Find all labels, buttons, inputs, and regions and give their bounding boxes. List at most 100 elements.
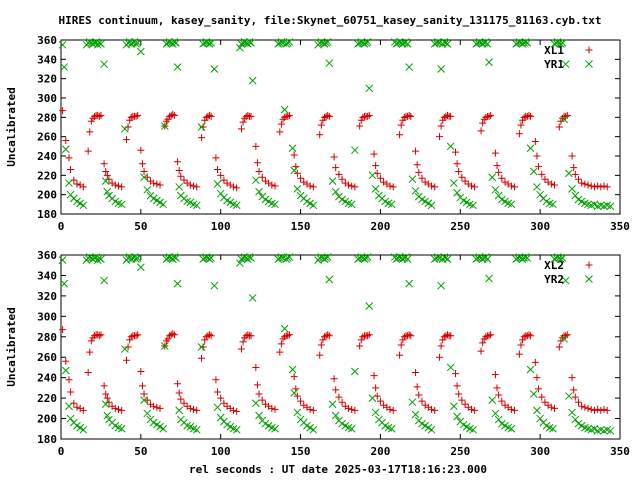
data-point bbox=[348, 405, 356, 413]
data-point bbox=[102, 167, 110, 175]
data-point bbox=[233, 407, 241, 415]
data-point bbox=[560, 334, 568, 343]
data-point bbox=[251, 399, 260, 408]
data-point bbox=[520, 333, 528, 341]
data-point bbox=[376, 397, 384, 405]
data-point bbox=[97, 331, 105, 339]
y-tick-label: 260 bbox=[37, 351, 57, 364]
data-point bbox=[578, 402, 586, 410]
data-point bbox=[59, 326, 67, 334]
data-point bbox=[386, 405, 394, 413]
data-point bbox=[413, 383, 421, 391]
data-point bbox=[84, 147, 92, 155]
data-point bbox=[538, 170, 546, 178]
data-point bbox=[255, 187, 263, 196]
data-point bbox=[397, 121, 405, 129]
data-point bbox=[212, 154, 220, 162]
bottom-plot-panel: 180 200 220 240 260 280 300 320 340 360 0 50 100 150 2… bbox=[5, 249, 630, 458]
data-point bbox=[335, 393, 343, 401]
data-point bbox=[293, 408, 302, 417]
data-point bbox=[192, 425, 201, 434]
data-point bbox=[309, 183, 317, 191]
data-point bbox=[428, 182, 436, 190]
data-point bbox=[600, 182, 608, 190]
data-point bbox=[239, 118, 247, 126]
y-tick-label: 360 bbox=[37, 34, 57, 47]
data-point bbox=[237, 345, 245, 353]
data-point bbox=[103, 394, 111, 402]
data-point bbox=[348, 182, 356, 190]
top-plot-panel: 180 200 220 240 260 280 300 320 340 360 0 50 100 150 2… bbox=[5, 34, 630, 233]
data-point bbox=[175, 183, 184, 191]
data-point bbox=[558, 39, 567, 47]
legend-label-yr2: YR2 bbox=[544, 273, 564, 286]
data-point bbox=[247, 112, 255, 120]
data-point bbox=[400, 333, 408, 341]
data-point bbox=[444, 331, 452, 339]
data-point bbox=[140, 390, 148, 398]
data-point bbox=[491, 409, 500, 418]
data-point bbox=[174, 158, 182, 166]
y-tick-label: 320 bbox=[37, 290, 57, 303]
data-point bbox=[162, 117, 170, 125]
data-point bbox=[407, 332, 415, 340]
data-point bbox=[233, 184, 241, 192]
data-point bbox=[316, 351, 324, 359]
data-point bbox=[568, 152, 576, 160]
data-point bbox=[515, 130, 523, 138]
data-point bbox=[507, 424, 516, 433]
data-point bbox=[405, 63, 414, 71]
data-point bbox=[277, 120, 285, 128]
plot-frame bbox=[60, 39, 621, 215]
data-point bbox=[428, 405, 436, 413]
data-point bbox=[526, 144, 535, 153]
data-point bbox=[297, 174, 305, 182]
data-point bbox=[66, 414, 75, 423]
data-point bbox=[351, 146, 359, 155]
data-point bbox=[415, 168, 423, 176]
data-point bbox=[100, 160, 108, 168]
data-point bbox=[244, 111, 252, 119]
data-point bbox=[67, 166, 75, 174]
data-point bbox=[549, 200, 557, 209]
data-point bbox=[351, 367, 359, 376]
data-point bbox=[418, 174, 426, 182]
data-point bbox=[293, 185, 302, 193]
y-tick-label: 360 bbox=[37, 249, 57, 262]
data-point bbox=[140, 396, 148, 405]
data-point bbox=[207, 332, 215, 340]
data-point bbox=[590, 183, 598, 191]
data-point bbox=[498, 397, 506, 405]
data-point bbox=[288, 365, 297, 374]
data-point bbox=[491, 371, 499, 379]
data-point bbox=[574, 398, 582, 406]
data-point bbox=[160, 122, 169, 130]
series-xl2 bbox=[59, 326, 611, 415]
data-point bbox=[444, 111, 452, 119]
x-tick-label: 300 bbox=[530, 445, 550, 458]
data-point bbox=[252, 142, 260, 150]
data-point bbox=[405, 331, 413, 339]
data-point bbox=[526, 365, 535, 374]
data-point bbox=[65, 154, 73, 162]
data-point bbox=[284, 112, 292, 120]
data-point bbox=[451, 148, 459, 156]
x-tick-label: 50 bbox=[134, 220, 147, 233]
data-point bbox=[568, 185, 576, 193]
data-point bbox=[177, 172, 185, 180]
data-point bbox=[479, 339, 487, 347]
data-point bbox=[258, 396, 266, 404]
data-point bbox=[323, 38, 332, 46]
data-point bbox=[485, 58, 493, 67]
data-point bbox=[248, 294, 257, 302]
data-point bbox=[365, 331, 373, 339]
data-point bbox=[201, 336, 209, 344]
data-point bbox=[70, 399, 78, 407]
data-point bbox=[437, 122, 445, 130]
data-point bbox=[482, 113, 490, 121]
data-point bbox=[252, 363, 260, 371]
data-point bbox=[479, 119, 487, 127]
data-point bbox=[485, 112, 493, 120]
data-point bbox=[461, 400, 469, 408]
data-point bbox=[198, 354, 206, 362]
